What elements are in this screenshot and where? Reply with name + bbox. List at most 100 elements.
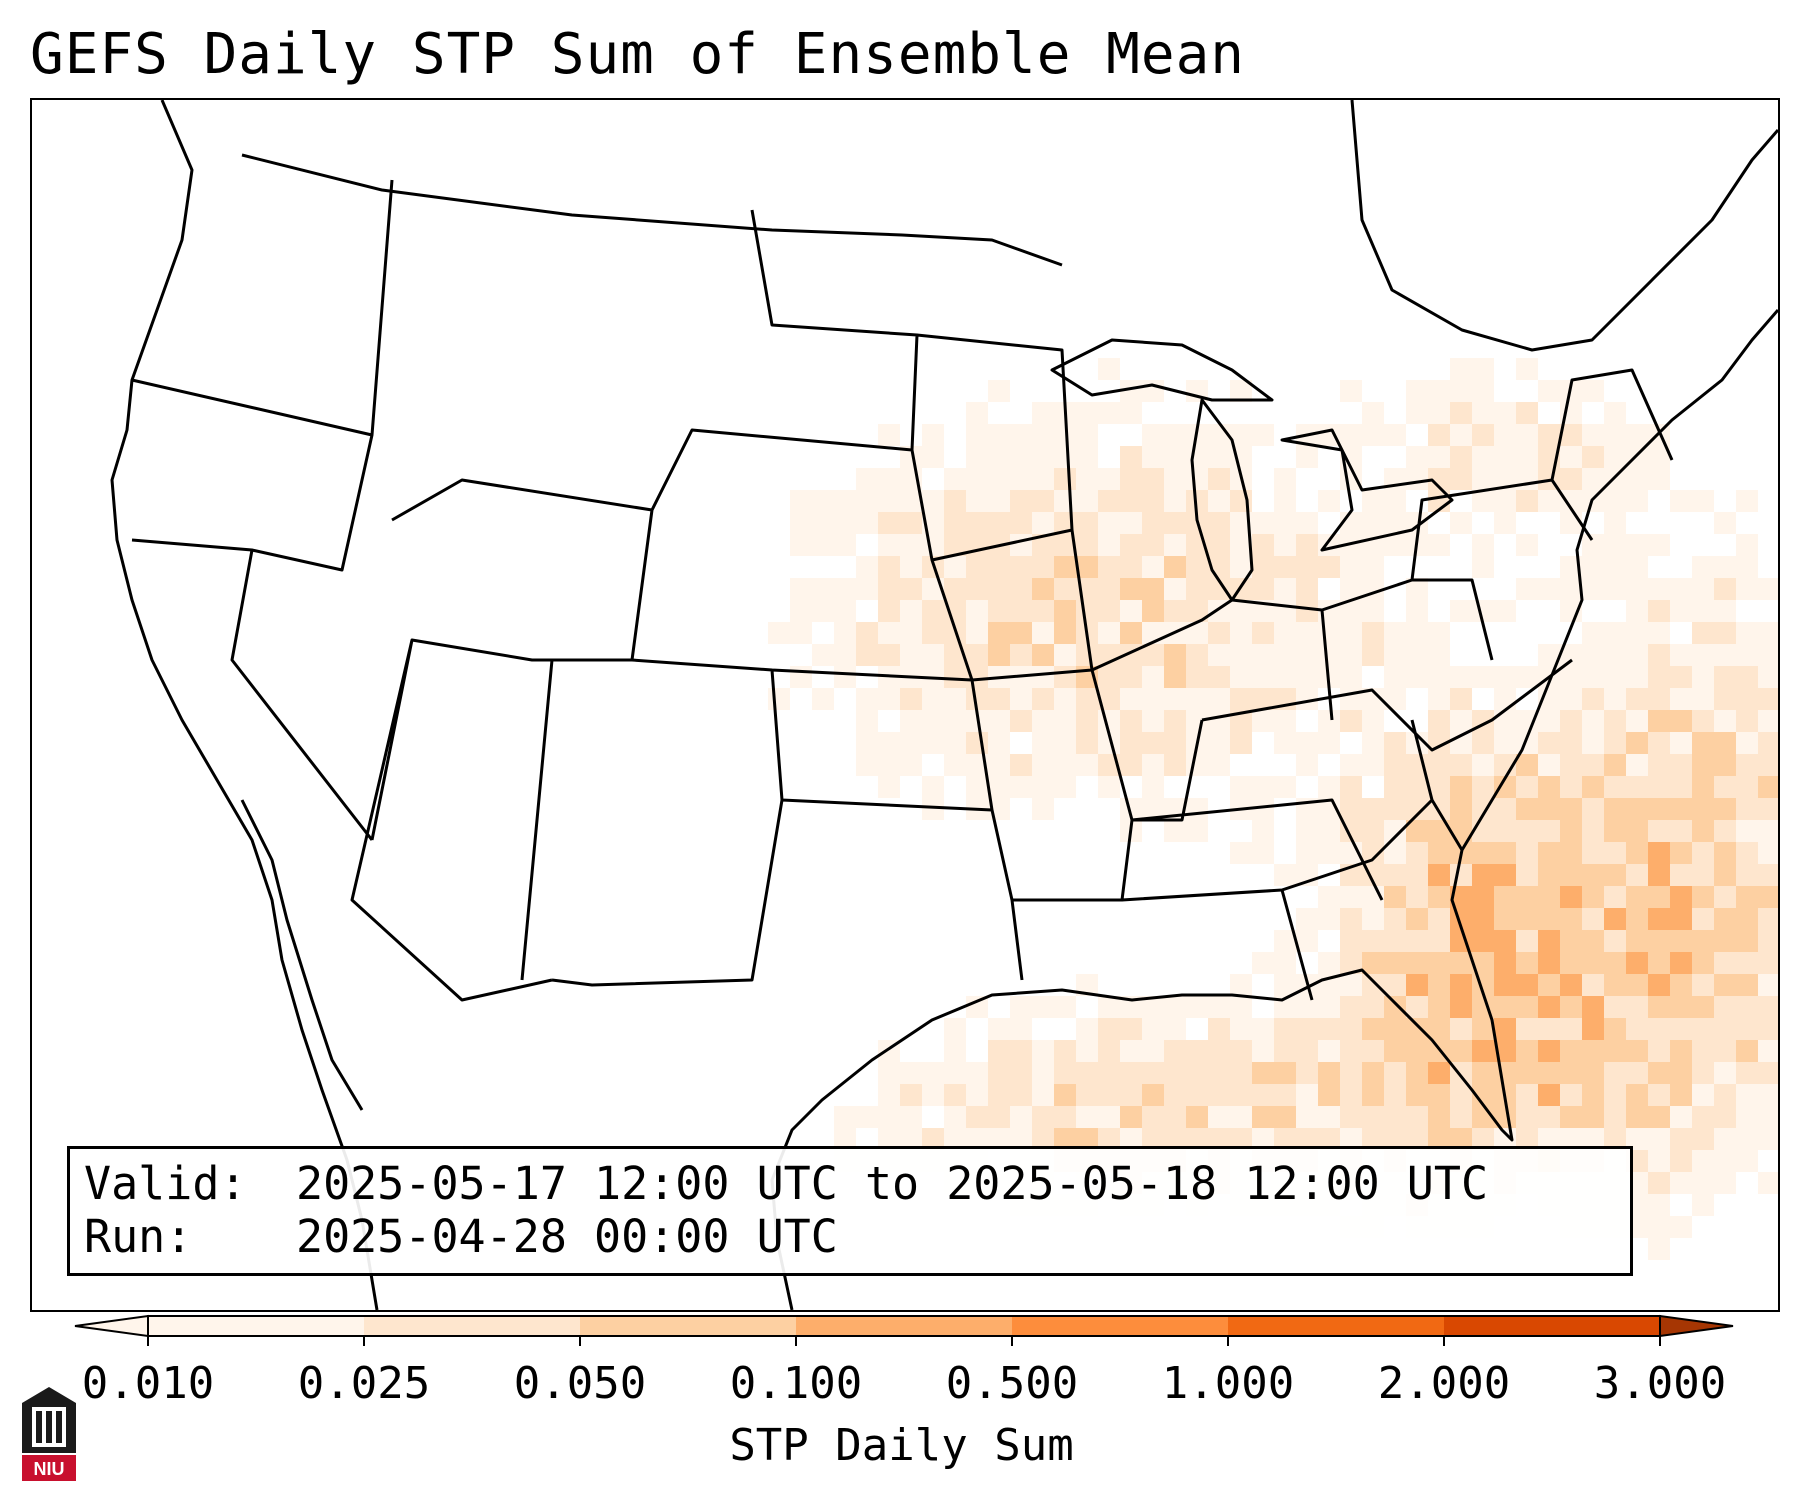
stp-cell [922, 1128, 944, 1150]
stp-cell [1142, 1062, 1164, 1084]
stp-cell [1340, 710, 1362, 732]
stp-cell [1428, 446, 1450, 468]
stp-cell [1714, 1062, 1736, 1084]
map-panel [30, 98, 1780, 1312]
stp-cell [1692, 688, 1714, 710]
stp-cell [1604, 886, 1626, 908]
stp-cell [1296, 996, 1318, 1018]
stp-cell [1626, 1018, 1648, 1040]
stp-cell [1560, 1040, 1582, 1062]
stp-cell [1516, 1018, 1538, 1040]
stp-cell [1384, 754, 1406, 776]
stp-cell [856, 556, 878, 578]
stp-cell [1142, 732, 1164, 754]
stp-cell [966, 688, 988, 710]
stp-cell [1230, 534, 1252, 556]
stp-cell [1230, 1040, 1252, 1062]
stp-cell [1560, 490, 1582, 512]
stp-cell [1714, 666, 1736, 688]
conus-map [110, 100, 1778, 1310]
stp-cell [1098, 578, 1120, 600]
stp-cell [1186, 754, 1208, 776]
stp-cell [1516, 1128, 1538, 1150]
stp-cell [1516, 996, 1538, 1018]
stp-cell [1142, 798, 1164, 820]
stp-cell [834, 1128, 856, 1150]
stp-cell [1384, 1062, 1406, 1084]
stp-cell [1230, 1128, 1252, 1150]
stp-cell [1164, 446, 1186, 468]
stp-cell [834, 600, 856, 622]
stp-cell [1362, 820, 1384, 842]
stp-cell [856, 578, 878, 600]
stp-cell [1538, 1062, 1560, 1084]
stp-cell [1318, 952, 1340, 974]
stp-cell [1054, 600, 1076, 622]
stp-cell [856, 512, 878, 534]
stp-cell [988, 600, 1010, 622]
stp-cell [1252, 1062, 1274, 1084]
stp-cell [1714, 578, 1736, 600]
stp-cell [1626, 578, 1648, 600]
stp-cell [790, 578, 812, 600]
stp-cell [1582, 380, 1604, 402]
stp-cell [1032, 644, 1054, 666]
stp-cell [1648, 1172, 1670, 1194]
stp-cell [1538, 820, 1560, 842]
stp-cell [1054, 622, 1076, 644]
stp-cell [1516, 842, 1538, 864]
stp-cell [1142, 688, 1164, 710]
stp-cell [1714, 556, 1736, 578]
stp-cell [1406, 644, 1428, 666]
stp-cell [1758, 996, 1778, 1018]
stp-cell [1736, 1018, 1758, 1040]
stp-cell [944, 1106, 966, 1128]
stp-cell [1164, 754, 1186, 776]
stp-cell [1648, 996, 1670, 1018]
stp-cell [1472, 1018, 1494, 1040]
stp-cell [1560, 996, 1582, 1018]
stp-cell [1230, 424, 1252, 446]
stp-cell [1626, 534, 1648, 556]
stp-cell [1560, 864, 1582, 886]
stp-cell [1604, 424, 1626, 446]
stp-cell [1230, 688, 1252, 710]
stp-cell [1494, 512, 1516, 534]
stp-cell [1274, 1062, 1296, 1084]
stp-cell [1142, 1128, 1164, 1150]
stp-cell [900, 1128, 922, 1150]
stp-cell [1582, 468, 1604, 490]
stp-cell [1648, 1062, 1670, 1084]
stp-cell [1274, 732, 1296, 754]
stp-cell [1318, 490, 1340, 512]
stp-cell [1516, 578, 1538, 600]
stp-cell [1120, 1040, 1142, 1062]
stp-cell [1714, 512, 1736, 534]
stp-cell [1472, 820, 1494, 842]
colorbar-tick-label: 3.000 [1593, 1358, 1727, 1409]
stp-cell [988, 776, 1010, 798]
stp-cell [1010, 1018, 1032, 1040]
stp-cell [790, 490, 812, 512]
stp-cell [1692, 644, 1714, 666]
stp-cell [768, 622, 790, 644]
stp-cell [1648, 776, 1670, 798]
stp-cell [1406, 1062, 1428, 1084]
stp-cell [1604, 1128, 1626, 1150]
stp-cell [1142, 1040, 1164, 1062]
stp-cell [1582, 534, 1604, 556]
stp-cell [1604, 842, 1626, 864]
stp-cell [1538, 380, 1560, 402]
stp-cell [856, 732, 878, 754]
stp-cell [1010, 446, 1032, 468]
stp-cell [878, 688, 900, 710]
stp-cell [1076, 556, 1098, 578]
stp-cell [988, 710, 1010, 732]
stp-cell [1340, 908, 1362, 930]
stp-cell [1252, 1106, 1274, 1128]
stp-cell [812, 688, 834, 710]
stp-cell [1758, 1106, 1778, 1128]
stp-cell [1670, 710, 1692, 732]
stp-cell [1406, 600, 1428, 622]
stp-cell [1406, 886, 1428, 908]
